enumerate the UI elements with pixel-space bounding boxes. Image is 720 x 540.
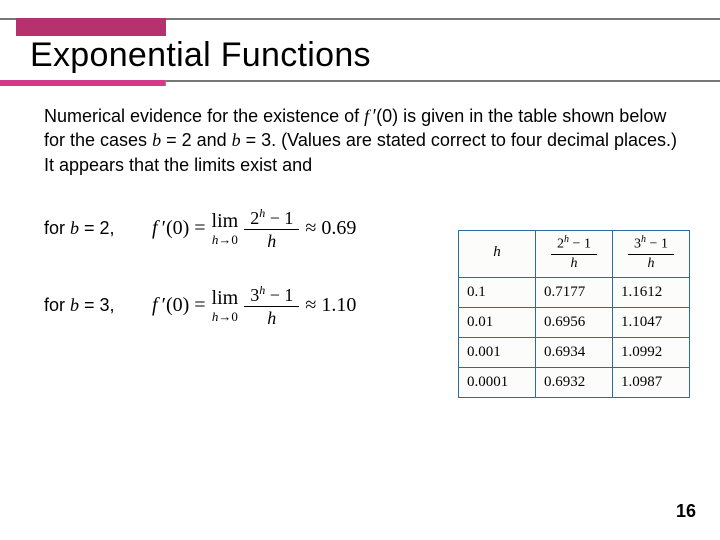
label-text: = 2,: [79, 218, 115, 238]
table-head: h 2h − 1 h 3h − 1 h: [459, 231, 690, 278]
th-num: 2h − 1: [551, 235, 597, 255]
th-base: 2: [557, 237, 564, 252]
frac-den: h: [267, 307, 276, 327]
th-h: h: [459, 231, 536, 278]
label-italic-b: b: [70, 218, 79, 238]
table-header-row: h 2h − 1 h 3h − 1 h: [459, 231, 690, 278]
eq-limit: lim h→0: [212, 288, 239, 323]
frac-num: 2h − 1: [244, 207, 299, 230]
table: h 2h − 1 h 3h − 1 h: [458, 230, 690, 398]
lim-arrow: →0: [218, 232, 238, 247]
label-text: for: [44, 295, 70, 315]
eq-approx: ≈ 1.10: [305, 292, 356, 319]
th-col2: 2h − 1 h: [536, 231, 613, 278]
cell-v3: 1.0992: [613, 337, 690, 367]
th-base: 3: [634, 237, 641, 252]
th-den: h: [571, 255, 578, 271]
table-row: 0.0001 0.6932 1.0987: [459, 367, 690, 397]
intro-paragraph: Numerical evidence for the existence of …: [44, 104, 684, 177]
th-frac: 3h − 1 h: [628, 235, 674, 271]
table-body: 0.1 0.7177 1.1612 0.01 0.6956 1.1047 0.0…: [459, 277, 690, 397]
lim-top: lim: [212, 211, 239, 231]
page-number: 16: [676, 501, 696, 522]
cell-h: 0.001: [459, 337, 536, 367]
th-h-label: h: [493, 244, 501, 260]
frac-den: h: [267, 230, 276, 250]
cell-v3: 1.1612: [613, 277, 690, 307]
cell-v3: 1.0987: [613, 367, 690, 397]
cell-v2: 0.6956: [536, 307, 613, 337]
table-row: 0.001 0.6934 1.0992: [459, 337, 690, 367]
cell-v3: 1.1047: [613, 307, 690, 337]
th-frac: 2h − 1 h: [551, 235, 597, 271]
th-num: 3h − 1: [628, 235, 674, 255]
eq-fraction: 2h − 1 h: [244, 207, 299, 250]
cell-v2: 0.6932: [536, 367, 613, 397]
slide-title: Exponential Functions: [30, 36, 371, 75]
num-tail: − 1: [265, 285, 293, 305]
cell-h: 0.1: [459, 277, 536, 307]
slide: Exponential Functions Numerical evidence…: [0, 0, 720, 540]
header-accent-band: [16, 18, 166, 36]
para-text: = 2 and: [161, 130, 232, 150]
th-col3: 3h − 1 h: [613, 231, 690, 278]
label-text: for: [44, 218, 70, 238]
label-text: = 3,: [79, 295, 115, 315]
para-italic-b: b: [152, 130, 161, 150]
th-tail: − 1: [569, 237, 591, 252]
lim-sub: h→0: [212, 310, 238, 323]
eq-limit: lim h→0: [212, 211, 239, 246]
cell-v2: 0.6934: [536, 337, 613, 367]
cell-v2: 0.7177: [536, 277, 613, 307]
table-row: 0.1 0.7177 1.1612: [459, 277, 690, 307]
cell-h: 0.0001: [459, 367, 536, 397]
equation-b3: f ′(0) = lim h→0 3h − 1 h ≈ 1.10: [152, 284, 356, 327]
para-text: Numerical evidence for the existence of: [44, 106, 364, 126]
num-base: 3: [250, 285, 259, 305]
eq-prime0: ′(0) =: [158, 294, 206, 316]
frac-num: 3h − 1: [244, 284, 299, 307]
num-tail: − 1: [265, 208, 293, 228]
num-base: 2: [250, 208, 259, 228]
header-accent-strip: [0, 80, 166, 86]
table-row: 0.01 0.6956 1.1047: [459, 307, 690, 337]
eq-approx: ≈ 0.69: [305, 215, 356, 242]
lim-top: lim: [212, 288, 239, 308]
eq-fraction: 3h − 1 h: [244, 284, 299, 327]
label-italic-b: b: [70, 295, 79, 315]
row-label: for b = 2,: [44, 216, 134, 240]
equation-b2: f ′(0) = lim h→0 2h − 1 h ≈ 0.69: [152, 207, 356, 250]
para-italic-b: b: [232, 130, 241, 150]
th-den: h: [648, 255, 655, 271]
lim-arrow: →0: [218, 309, 238, 324]
lim-sub: h→0: [212, 233, 238, 246]
values-table: h 2h − 1 h 3h − 1 h: [458, 230, 690, 398]
eq-lhs: f ′(0) =: [152, 215, 206, 242]
row-label: for b = 3,: [44, 293, 134, 317]
cell-h: 0.01: [459, 307, 536, 337]
para-text: ′(0): [369, 106, 398, 126]
eq-lhs: f ′(0) =: [152, 292, 206, 319]
th-tail: − 1: [646, 237, 668, 252]
eq-prime0: ′(0) =: [158, 217, 206, 239]
